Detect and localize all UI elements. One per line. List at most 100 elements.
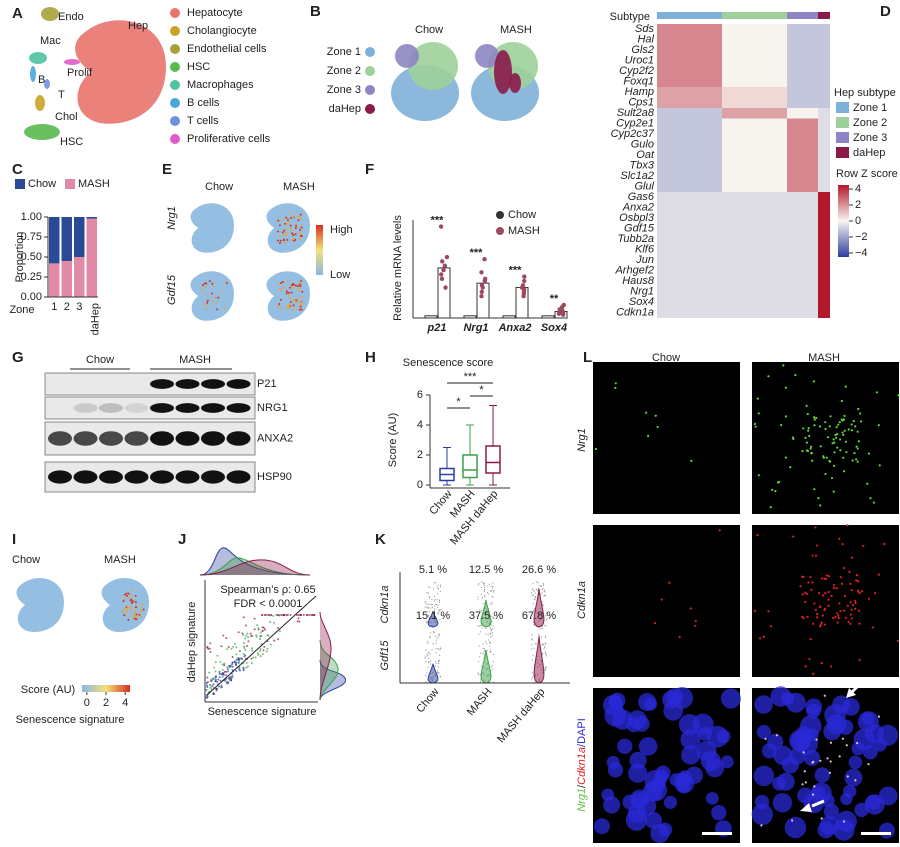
violin-dot <box>431 606 434 609</box>
violin-dot <box>434 598 436 600</box>
colorbar-title: Score (AU) <box>21 684 75 696</box>
violin-dot <box>432 631 434 633</box>
violin-dot <box>534 592 536 594</box>
x-tick-label: Sox4 <box>541 322 567 334</box>
violin-dot <box>477 625 479 627</box>
data-point <box>482 278 488 284</box>
scatter-dot <box>229 664 232 667</box>
scatter-dot <box>213 666 216 669</box>
scatter-dot <box>217 678 220 681</box>
violin-dot <box>531 634 533 636</box>
expression-dot <box>297 285 300 288</box>
scatter-dot <box>215 676 218 679</box>
signal-dot <box>840 582 844 585</box>
scatter-dot <box>238 650 241 653</box>
violin-dot <box>538 635 540 637</box>
signal-dot <box>802 427 805 430</box>
violin-dot <box>430 607 432 609</box>
violin-dot <box>437 593 439 595</box>
heatmap-cell <box>657 108 722 119</box>
heatmap-cell <box>787 181 818 192</box>
x-tick-label: 2 <box>64 301 70 313</box>
legend-label: daHep <box>853 147 885 159</box>
legend-swatch <box>170 62 180 72</box>
signal-dot <box>813 785 816 788</box>
violin-dot <box>544 669 546 671</box>
legend-label: Zone 3 <box>327 84 361 96</box>
signal-dot <box>754 425 757 428</box>
nucleus <box>680 729 701 750</box>
violin-dot <box>530 591 533 594</box>
signal-dot <box>809 638 812 641</box>
condition-label: MASH <box>104 554 136 566</box>
expression-dot <box>286 219 289 222</box>
scatter-dot <box>300 614 303 616</box>
score-dot <box>122 600 125 603</box>
expression-dot <box>219 290 222 293</box>
signal-dot <box>852 420 855 423</box>
score-dot <box>130 601 133 604</box>
scatter-dot <box>251 647 254 650</box>
heatmap-cell <box>787 255 818 266</box>
expression-dot <box>301 301 304 304</box>
scatter-dot <box>237 631 240 634</box>
scatter-dot <box>297 614 300 616</box>
violin-dot <box>483 583 485 585</box>
scatter-dot <box>227 645 230 648</box>
nucleus <box>628 763 648 783</box>
signal-dot <box>842 433 845 436</box>
heatmap-cell <box>818 34 830 45</box>
scatter-dot <box>226 682 229 685</box>
bar-segment <box>49 263 60 297</box>
scatter-dot <box>231 655 234 658</box>
expression-dot <box>277 219 280 222</box>
signal-dot <box>767 375 770 378</box>
signal-dot <box>835 426 838 429</box>
signal-dot <box>842 820 846 823</box>
signal-dot <box>857 440 860 443</box>
violin-dot <box>427 657 430 660</box>
micrograph <box>593 525 740 677</box>
scatter-dot <box>257 627 260 630</box>
nucleus <box>697 726 712 741</box>
signal-dot <box>842 566 846 570</box>
violin-dot <box>425 649 427 651</box>
data-point <box>438 272 444 277</box>
scatter-dot <box>218 685 221 688</box>
blot-band <box>73 403 98 413</box>
bar <box>502 315 516 319</box>
violin-dot <box>542 582 544 585</box>
nucleus <box>753 765 775 787</box>
scatter-dot <box>264 614 267 616</box>
signal-dot <box>843 470 846 473</box>
bar-segment <box>86 217 97 219</box>
violin-dot <box>545 653 547 656</box>
gene-label: Slc1a2 <box>620 170 654 182</box>
signal-dot <box>833 441 836 444</box>
expression-dot <box>297 297 300 300</box>
expression-dot <box>278 235 281 238</box>
signal-dot <box>812 380 816 383</box>
expression-dot <box>289 212 292 215</box>
scatter-dot <box>226 648 229 651</box>
score-dot <box>123 614 126 617</box>
y-tick-label: 1.00 <box>21 211 42 223</box>
violin-dot <box>490 633 492 635</box>
gene-label: Gdf15 <box>379 640 391 671</box>
percentage-label: 26.6 % <box>522 564 556 576</box>
expression-dot <box>224 280 227 283</box>
expression-dot <box>298 288 301 291</box>
violin-dot <box>484 627 487 630</box>
signal-dot <box>858 591 861 595</box>
violin-dot <box>540 593 542 596</box>
signal-dot <box>846 524 849 527</box>
nucleus <box>823 803 840 820</box>
cluster-label: Hep <box>128 20 148 32</box>
signal-dot <box>841 419 844 422</box>
row-label: Nrg1 <box>576 428 588 452</box>
percentage-label: 5.1 % <box>419 564 447 576</box>
expression-dot <box>286 238 289 241</box>
violin-dot <box>532 603 534 605</box>
signal-dot <box>804 781 807 784</box>
signal-dot <box>811 793 815 796</box>
